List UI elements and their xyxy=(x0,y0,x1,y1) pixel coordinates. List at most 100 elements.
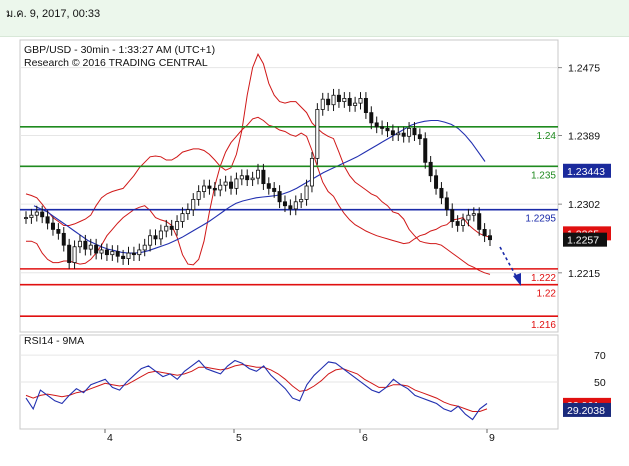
candle-body xyxy=(320,98,325,110)
candle-body xyxy=(261,169,266,185)
rsi-tag-text: 29.2038 xyxy=(567,405,605,417)
candle-body xyxy=(126,252,131,260)
candle-body xyxy=(88,244,93,250)
level-label: 1.222 xyxy=(531,273,556,284)
candle-body xyxy=(77,240,82,248)
candle-body xyxy=(396,132,401,136)
candle-body xyxy=(293,201,298,210)
level-label: 1.235 xyxy=(531,170,556,181)
rsi-lines xyxy=(25,359,488,421)
current-price-text: 1.2257 xyxy=(567,235,599,247)
price-tag-text: 1.23443 xyxy=(567,166,605,178)
candle-body xyxy=(347,98,352,106)
header-date: ม.ค. 9, 2017, 00:33 xyxy=(6,8,101,20)
header-bar: ม.ค. 9, 2017, 00:33 xyxy=(0,0,629,37)
candle-body xyxy=(482,229,487,237)
candle-body xyxy=(137,249,142,256)
candle-body xyxy=(153,235,158,240)
candle-body xyxy=(229,181,234,189)
candle-body xyxy=(315,109,320,159)
candle-body xyxy=(104,249,109,256)
bollinger-lower xyxy=(26,116,491,266)
candle-body xyxy=(428,161,433,177)
moving-average xyxy=(33,119,486,254)
candle-body xyxy=(277,191,282,203)
candle-body xyxy=(245,175,250,181)
candle-body xyxy=(212,187,217,191)
price-tick-label: 1.2475 xyxy=(568,63,600,75)
candle-body xyxy=(115,251,120,257)
forecast-arrow xyxy=(499,246,521,286)
candle-body xyxy=(380,126,385,129)
candle-body xyxy=(466,214,471,221)
rsi-title: RSI14 - 9MA xyxy=(24,335,84,347)
candle-body xyxy=(461,219,466,226)
candle-body xyxy=(288,205,293,210)
candle-body xyxy=(23,217,28,219)
candle-body xyxy=(234,178,239,189)
price-candles xyxy=(23,88,492,269)
candle-body xyxy=(304,185,309,200)
time-tick-label: 6 xyxy=(362,432,368,444)
time-tick-label: 4 xyxy=(107,432,113,444)
candle-body xyxy=(142,244,147,251)
time-tick-label: 5 xyxy=(236,432,242,444)
candle-body xyxy=(407,127,412,137)
level-label: 1.24 xyxy=(537,131,557,142)
candle-body xyxy=(331,94,336,106)
candle-body xyxy=(121,255,126,260)
candle-body xyxy=(223,181,228,186)
candle-body xyxy=(61,232,66,246)
candle-body xyxy=(266,183,271,189)
candle-body xyxy=(353,102,358,106)
price-panel-frame xyxy=(19,39,559,333)
candle-body xyxy=(444,197,449,211)
candle-body xyxy=(342,98,347,102)
candle-body xyxy=(336,94,341,102)
candle-body xyxy=(471,213,476,216)
chart-title: GBP/USD - 30min - 1:33:27 AM (UTC+1) xyxy=(24,44,215,56)
candle-body xyxy=(56,229,61,234)
candle-body xyxy=(175,221,180,230)
candle-body xyxy=(196,191,201,200)
candle-body xyxy=(83,240,88,250)
level-label: 1.22 xyxy=(537,289,557,300)
candle-body xyxy=(185,209,190,215)
current-price-box xyxy=(563,232,607,247)
candle-body xyxy=(158,230,163,240)
candle-body xyxy=(272,187,277,192)
candle-body xyxy=(40,211,45,218)
candle-body xyxy=(487,235,492,241)
candle-body xyxy=(207,185,212,189)
candle-body xyxy=(455,221,460,226)
candle-body xyxy=(110,251,115,256)
candle-body xyxy=(169,225,174,230)
time-axis: 4 5 6 9 xyxy=(104,429,495,444)
level-label: 1.216 xyxy=(531,320,556,331)
candle-body xyxy=(369,112,374,124)
candle-body xyxy=(477,213,482,230)
candle-body xyxy=(202,185,207,192)
price-tag-box xyxy=(563,163,611,178)
bollinger-bands xyxy=(25,53,491,275)
price-tick-label: 1.2302 xyxy=(568,199,600,211)
candle-body xyxy=(439,187,444,199)
grid-layer xyxy=(20,67,558,383)
price-tick-label: 1.2389 xyxy=(568,130,600,142)
candle-body xyxy=(401,132,406,137)
candle-body xyxy=(255,169,260,179)
candle-body xyxy=(309,157,314,187)
candle-body xyxy=(99,249,104,254)
candle-body xyxy=(148,235,153,246)
candle-body xyxy=(299,199,304,203)
chart-subtitle: Research © 2016 TRADING CENTRAL xyxy=(24,57,208,69)
ma-line xyxy=(33,119,486,254)
rsi-tick-label: 70 xyxy=(594,350,606,362)
candle-body xyxy=(29,214,34,218)
candle-body xyxy=(412,127,417,136)
candle-body xyxy=(131,252,136,256)
bollinger-upper xyxy=(25,53,491,275)
candle-body xyxy=(390,130,395,136)
candle-body xyxy=(423,138,428,163)
candle-body xyxy=(67,244,72,263)
